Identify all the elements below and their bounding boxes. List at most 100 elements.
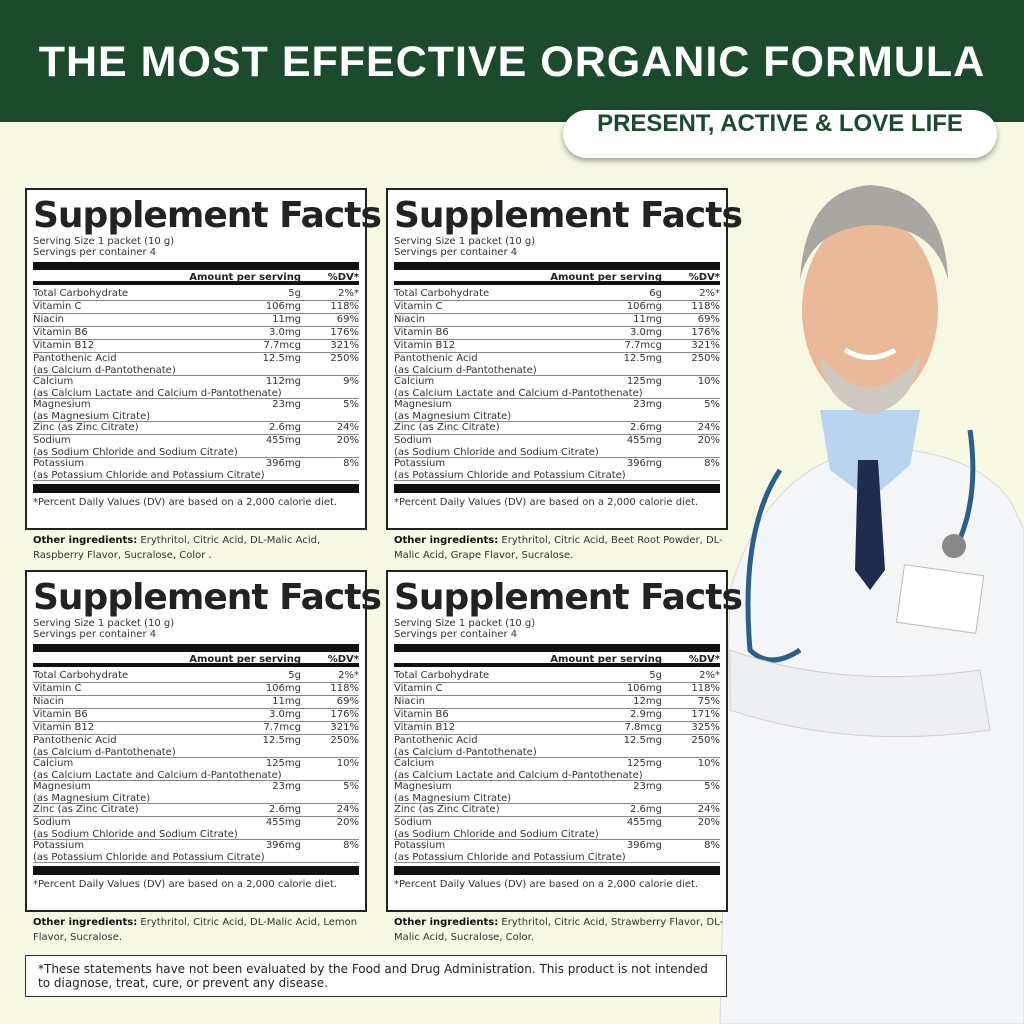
nutrient-row: Vitamin B6 2.9mg 171% (394, 709, 720, 722)
dv-footnote: *Percent Daily Values (DV) are based on … (33, 879, 338, 890)
nutrient-source: (as Magnesium Citrate) (33, 410, 151, 422)
nutrient-row: Vitamin B6 3.0mg 176% (33, 709, 359, 722)
nutrient-name: Potassium (394, 840, 446, 851)
nutrient-name-cell: Vitamin B6 (394, 327, 449, 339)
tagline-badge: PRESENT, ACTIVE & LOVE LIFE (563, 110, 997, 158)
nutrient-amount: 396mg (265, 840, 301, 851)
nutrient-name: Vitamin C (394, 301, 443, 312)
nutrient-name: Total Carbohydrate (394, 670, 490, 681)
divider-bar (33, 484, 359, 493)
divider-bar (394, 262, 720, 270)
panel-title: Supplement Facts (394, 577, 743, 618)
nutrient-source: (as Potassium Chloride and Potassium Cit… (33, 851, 265, 863)
nutrient-name: Niacin (33, 314, 65, 325)
nutrient-name-cell: Total Carbohydrate (33, 670, 128, 682)
other-ingredients: Other ingredients: Erythritol, Citric Ac… (394, 533, 734, 563)
nutrient-amount: 23mg (633, 399, 662, 410)
supplement-facts-panel: Supplement Facts Serving Size 1 packet (… (386, 188, 743, 530)
nutrient-row: Sodium (as Sodium Chloride and Sodium Cit… (33, 817, 359, 840)
nutrient-name: Vitamin C (33, 301, 82, 312)
nutrient-name-cell: Zinc (as Zinc Citrate) (33, 804, 139, 816)
nutrient-name: Calcium (33, 758, 74, 769)
nutrient-amount: 12.5mg (262, 735, 301, 746)
nutrient-dv: 20% (336, 817, 359, 828)
nutrient-name: Zinc (as Zinc Citrate) (394, 804, 500, 815)
nutrient-dv: 5% (704, 399, 720, 410)
nutrient-row: Vitamin C 106mg 118% (394, 683, 720, 696)
nutrient-row: Sodium (as Sodium Chloride and Sodium Cit… (33, 435, 359, 458)
nutrient-row: Vitamin B6 3.0mg 176% (394, 327, 720, 340)
nutrient-name-cell: Niacin (33, 314, 64, 326)
nutrient-dv: 2%* (338, 670, 359, 681)
divider-bar (394, 866, 720, 875)
nutrient-source: (as Potassium Chloride and Potassium Cit… (33, 469, 265, 481)
nutrient-dv: 5% (343, 781, 359, 792)
nutrient-name: Vitamin B12 (394, 340, 456, 351)
nutrient-dv: 118% (691, 683, 720, 694)
nutrient-amount: 106mg (265, 301, 301, 312)
nutrient-name-cell: Potassium (as Potassium Chloride and Pota… (394, 840, 626, 863)
nutrient-dv: 10% (697, 758, 720, 769)
nutrient-name: Vitamin B6 (394, 709, 449, 720)
nutrient-amount: 396mg (626, 458, 662, 469)
nutrient-name-cell: Zinc (as Zinc Citrate) (394, 804, 500, 816)
nutrient-name: Calcium (394, 376, 435, 387)
nutrient-name-cell: Vitamin B12 (33, 340, 94, 352)
supplement-facts-panel: Supplement Facts Serving Size 1 packet (… (25, 570, 382, 912)
nutrient-amount: 7.7mcg (624, 340, 663, 351)
nutrient-name: Vitamin B12 (33, 340, 95, 351)
dv-footnote: *Percent Daily Values (DV) are based on … (394, 497, 699, 508)
dv-header: %DV* (688, 654, 720, 665)
nutrient-amount: 11mg (633, 314, 662, 325)
nutrient-name: Sodium (33, 435, 71, 446)
nutrient-row: Calcium (as Calcium Lactate and Calcium d… (394, 758, 720, 781)
nutrient-name-cell: Magnesium (as Magnesium Citrate) (394, 399, 511, 422)
nutrient-name-cell: Total Carbohydrate (394, 288, 489, 300)
nutrient-row: Magnesium (as Magnesium Citrate) 23mg 5% (394, 781, 720, 804)
nutrient-name-cell: Vitamin B6 (394, 709, 449, 721)
nutrient-amount: 106mg (626, 301, 662, 312)
nutrient-dv: 250% (691, 735, 720, 746)
amount-header: Amount per serving (189, 654, 301, 665)
nutrient-amount: 455mg (626, 817, 662, 828)
nutrient-name: Potassium (394, 458, 446, 469)
nutrient-name-cell: Calcium (as Calcium Lactate and Calcium d… (33, 376, 282, 399)
nutrient-row: Calcium (as Calcium Lactate and Calcium d… (33, 376, 359, 399)
nutrient-row: Potassium (as Potassium Chloride and Pota… (394, 840, 720, 863)
nutrient-dv: 325% (691, 722, 720, 733)
nutrient-row: Magnesium (as Magnesium Citrate) 23mg 5% (33, 399, 359, 422)
nutrient-row: Pantothenic Acid (as Calcium d-Pantothena… (394, 735, 720, 758)
nutrient-name-cell: Niacin (394, 314, 425, 326)
nutrient-source: (as Potassium Chloride and Potassium Cit… (394, 851, 626, 863)
nutrient-row: Zinc (as Zinc Citrate) 2.6mg 24% (33, 422, 359, 435)
nutrient-name: Magnesium (394, 399, 452, 410)
nutrient-name: Pantothenic Acid (394, 353, 478, 364)
nutrient-name-cell: Zinc (as Zinc Citrate) (33, 422, 139, 434)
nutrient-amount: 11mg (272, 314, 301, 325)
header-banner: THE MOST EFFECTIVE ORGANIC FORMULA (0, 0, 1024, 122)
nutrient-name: Vitamin B6 (33, 709, 88, 720)
nutrient-name-cell: Vitamin C (33, 683, 81, 695)
nutrient-dv: 69% (697, 314, 720, 325)
nutrient-name-cell: Pantothenic Acid (as Calcium d-Pantothena… (394, 353, 537, 376)
nutrient-source: (as Sodium Chloride and Sodium Citrate) (33, 446, 238, 458)
nutrient-dv: 20% (697, 817, 720, 828)
nutrient-name-cell: Magnesium (as Magnesium Citrate) (33, 399, 150, 422)
serving-size: Serving Size 1 packet (10 g) (33, 618, 175, 629)
nutrient-name: Potassium (33, 840, 85, 851)
amount-header: Amount per serving (189, 272, 301, 283)
nutrient-name-cell: Sodium (as Sodium Chloride and Sodium Cit… (33, 817, 238, 840)
nutrient-name-cell: Magnesium (as Magnesium Citrate) (33, 781, 150, 804)
nutrient-amount: 455mg (626, 435, 662, 446)
nutrient-amount: 7.7mcg (263, 722, 302, 733)
other-ingredients: Other ingredients: Erythritol, Citric Ac… (33, 533, 373, 563)
nutrient-name: Pantothenic Acid (33, 735, 117, 746)
nutrient-source: (as Calcium d-Pantothenate) (394, 746, 537, 758)
nutrient-name: Vitamin B6 (394, 327, 449, 338)
nutrient-dv: 2%* (699, 670, 720, 681)
nutrient-row: Pantothenic Acid (as Calcium d-Pantothena… (33, 735, 359, 758)
nutrient-name: Vitamin C (33, 683, 82, 694)
nutrient-name-cell: Total Carbohydrate (33, 288, 128, 300)
nutrient-source: (as Magnesium Citrate) (33, 792, 151, 804)
nutrient-row: Total Carbohydrate 6g 2%* (394, 288, 720, 301)
